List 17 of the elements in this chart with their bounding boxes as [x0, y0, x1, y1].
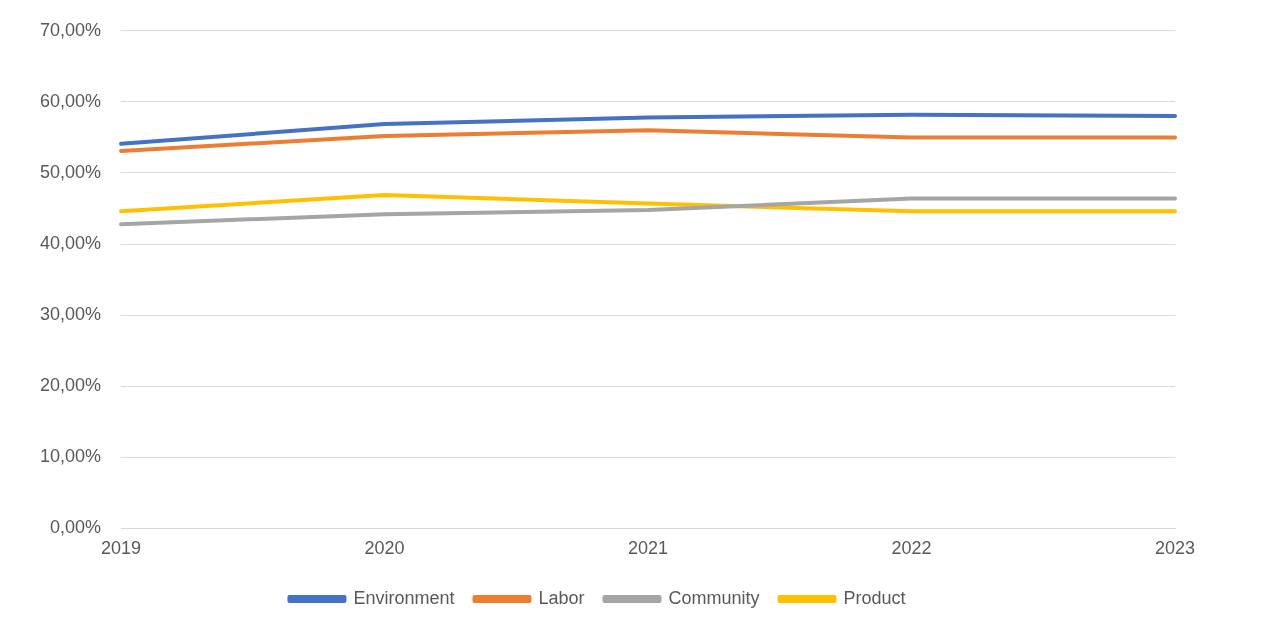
x-tick-label: 2023 [1154, 538, 1196, 559]
x-tick-label: 2021 [628, 538, 669, 559]
legend-label: Labor [538, 587, 585, 608]
y-tick-label: 70,00% [39, 19, 102, 40]
y-tick-label: 60,00% [39, 90, 102, 111]
legend-label: Environment [353, 587, 455, 608]
legend-label: Community [668, 587, 760, 608]
y-tick-label: 20,00% [39, 375, 102, 396]
y-tick-label: 0,00% [50, 517, 102, 538]
x-tick-label: 2022 [891, 538, 932, 559]
y-tick-label: 40,00% [39, 233, 102, 254]
x-tick-label: 2020 [364, 538, 405, 559]
legend-label: Product [843, 587, 906, 608]
x-tick-label: 2019 [101, 538, 142, 559]
y-tick-label: 30,00% [39, 304, 102, 325]
y-tick-label: 10,00% [39, 446, 102, 467]
y-tick-label: 50,00% [39, 161, 102, 182]
